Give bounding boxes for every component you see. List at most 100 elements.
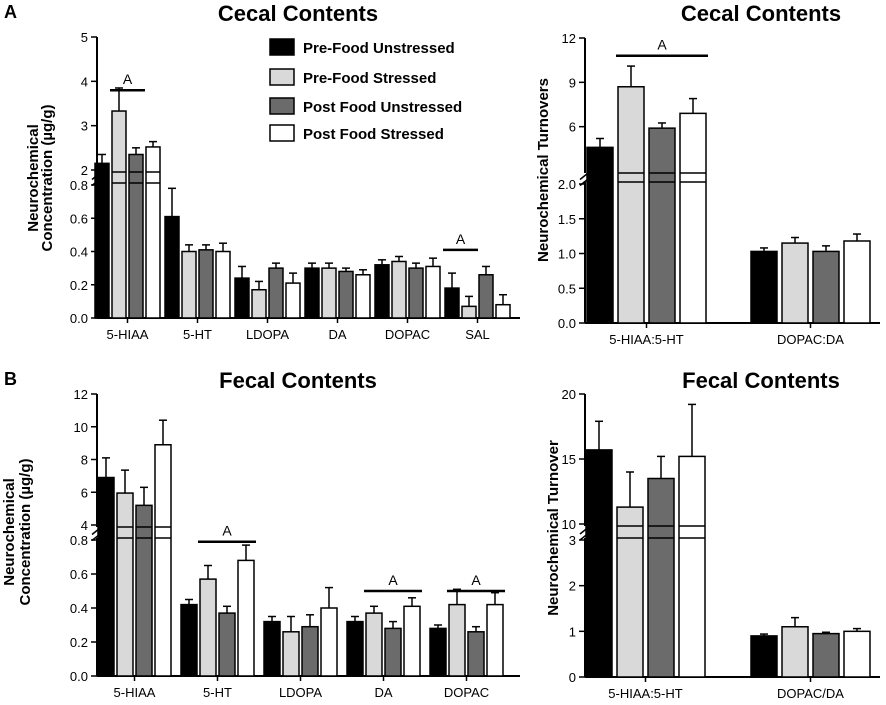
bar-ldopa-pre-food-unstressed [263,620,281,677]
chart-title: Fecal Contents [219,368,377,393]
bar-dopac-pre-food-stressed [391,260,407,319]
y-tick-label: 0.4 [70,601,88,616]
y-tick-label: 0.8 [70,178,88,193]
x-tick-label-5-hiaa: 5-HIAA [114,685,156,700]
y-tick-label: 0 [569,670,576,685]
bar-ldopa-post-food-unstressed [268,267,284,319]
bar-sal-pre-food-unstressed [444,287,460,319]
chart-title: Fecal Contents [682,368,840,393]
bar-5-hiaa-5-ht-pre-food-unstressed [586,146,614,324]
y-tick-label: 6 [81,485,88,500]
y-tick-label: 0.2 [70,635,88,650]
x-tick-label-da: DA [328,327,346,342]
bar-dopac-pre-food-unstressed [374,264,390,319]
y-tick-label: 0.2 [70,278,88,293]
x-tick-label-5-hiaa-5-ht: 5-HIAA:5-HT [608,686,682,701]
bar-da-pre-food-stressed [321,267,337,319]
bar-da-post-food-unstressed [338,270,354,319]
y-tick-label: 0.8 [70,533,88,548]
y-tick-label: 3 [81,119,88,134]
y-tick-label: 10 [74,420,88,435]
legend-label-post-food-stressed: Post Food Stressed [303,126,444,143]
y-tick-label: 3 [569,533,576,548]
legend-label-post-food-unstressed: Post Food Unstressed [303,99,462,116]
bar-5-hiaa-post-food-unstressed [128,153,144,319]
x-tick-label-5-ht: 5-HT [203,685,232,700]
bar-dopac-da-post-food-stressed [843,240,871,324]
x-tick-label-5-ht: 5-HT [183,327,212,342]
bar-5-ht-post-food-unstressed [198,249,214,319]
y-tick-label: 2.0 [558,177,576,192]
y-axis-label: Neurochemical Turnovers [535,78,552,262]
fecal-concentration-chart: Fecal Contents NeurochemicalConcentration… [1,368,520,700]
y-tick-label: 5 [81,30,88,45]
legend-item-pre-food-stressed: Pre-Food Stressed [269,68,436,87]
bar-dopac-post-food-stressed [425,265,441,319]
bar-ldopa-pre-food-unstressed [234,277,250,319]
bar-ldopa-post-food-unstressed [301,625,319,677]
cecal-concentration-chart: Cecal Contents NeurochemicalConcentration… [25,1,520,342]
x-tick-label-dopac: DOPAC [444,685,489,700]
y-tick-label: 0.6 [70,567,88,582]
bar-dopac-da-pre-food-unstressed [750,250,778,324]
x-tick-label-dopac: DOPAC [385,327,430,342]
bar-5-hiaa-5-ht-pre-food-unstressed [585,449,613,678]
bar-sal-post-food-unstressed [478,274,494,319]
y-tick-label: 0.5 [558,281,576,296]
significance-label-5-ht: A [222,523,232,539]
bar-da-post-food-stressed [355,274,371,319]
y-tick-label: 8 [81,453,88,468]
bar-5-hiaa-5-ht-post-food-unstressed [648,127,676,324]
bar-dopac-da-pre-food-unstressed [750,635,778,678]
legend-item-post-food-unstressed: Post Food Unstressed [269,97,462,116]
legend-item-post-food-stressed: Post Food Stressed [269,124,444,143]
bar-dopac-post-food-stressed [486,603,504,677]
bar-5-hiaa-post-food-unstressed [135,504,153,677]
y-tick-label: 10 [562,517,576,532]
bar-da-pre-food-unstressed [304,267,320,319]
bar-5-ht-post-food-unstressed [218,612,236,677]
y-axis-label: NeurochemicalConcentration (µg/g) [1,459,34,606]
chart-title: Cecal Contents [681,1,841,26]
significance-label-5-hiaa: A [123,71,133,87]
y-axis-label-line: Neurochemical [1,478,18,586]
y-tick-label: 2 [569,579,576,594]
y-axis-label-line: Neurochemical [25,124,42,232]
legend-item-pre-food-unstressed: Pre-Food Unstressed [269,38,455,57]
fecal-turnover-chart: Fecal Contents Neurochemical Turnover 0 1 2 3… [545,368,880,701]
legend-label-pre-food-unstressed: Pre-Food Unstressed [303,40,455,57]
y-tick-label: 12 [74,387,88,402]
x-tick-label-ldopa: LDOPA [279,685,322,700]
bar-5-ht-pre-food-unstressed [180,603,198,677]
y-axis-label: NeurochemicalConcentration (µg/g) [25,105,56,252]
bar-ldopa-post-food-stressed [320,607,338,677]
y-tick-label: 0.0 [70,669,88,684]
bar-5-hiaa-post-food-stressed [154,444,172,677]
y-axis-label-line: Concentration (µg/g) [17,459,34,606]
bar-ldopa-pre-food-stressed [251,288,267,319]
bar-da-pre-food-unstressed [346,620,364,677]
bar-dopac-da-post-food-unstressed [812,250,840,324]
y-tick-label: 12 [562,31,576,46]
y-tick-label: 0.0 [70,311,88,326]
bar-ldopa-post-food-stressed [285,282,301,319]
y-tick-label: 4 [81,518,88,533]
bar-dopac-pre-food-unstressed [429,627,447,677]
bar-dopac-da-pre-food-stressed [781,626,809,678]
bar-5-hiaa-pre-food-stressed [111,110,127,319]
bar-dopac-pre-food-stressed [448,603,466,677]
y-tick-label: 9 [569,75,576,90]
cecal-turnover-chart: Cecal Contents Neurochemical Turnovers 0.0… [535,1,880,347]
x-tick-label-ldopa: LDOPA [246,327,289,342]
bar-dopac-post-food-unstressed [408,267,424,319]
bar-5-hiaa-pre-food-stressed [116,492,134,677]
bar-ldopa-pre-food-stressed [282,631,300,677]
y-axis-label-line: Neurochemical Turnovers [535,78,552,262]
bar-da-post-food-unstressed [384,627,402,677]
legend-swatch-post-food-stressed [269,124,295,142]
y-tick-label: 0.4 [70,245,88,260]
bar-5-hiaa-pre-food-unstressed [94,162,110,319]
chart-title: Cecal Contents [218,1,378,26]
y-tick-label: 1.5 [558,212,576,227]
y-tick-label: 6 [569,120,576,135]
